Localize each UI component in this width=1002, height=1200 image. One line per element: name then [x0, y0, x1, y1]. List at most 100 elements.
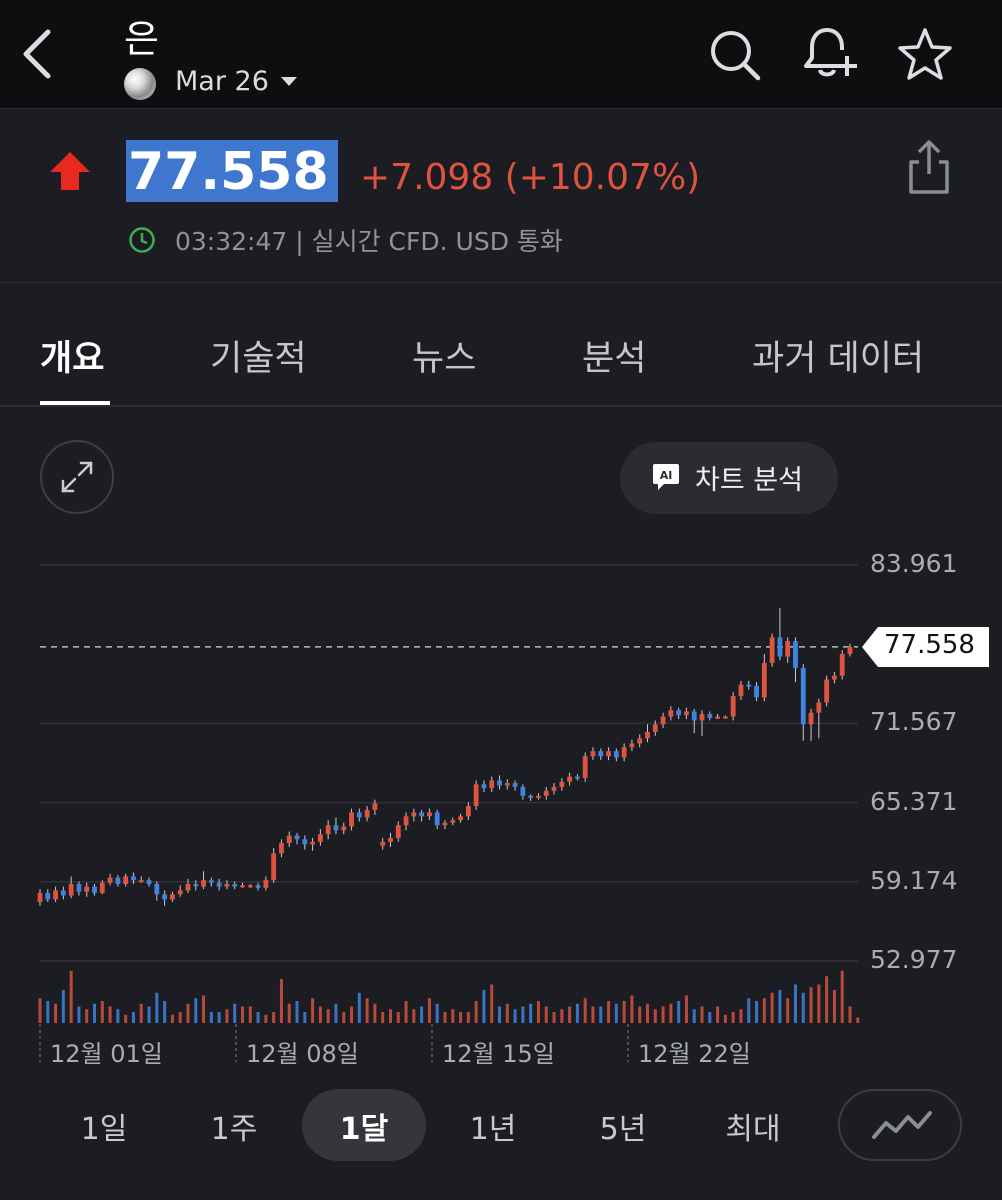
candle-body — [699, 714, 705, 721]
star-icon[interactable] — [896, 26, 954, 84]
volume-bar — [131, 1012, 135, 1023]
range-1m-button[interactable]: 1달 — [339, 1112, 389, 1147]
last-price[interactable]: 77.558 — [128, 142, 329, 202]
volume-bar — [630, 995, 634, 1023]
volume-bar — [194, 998, 198, 1023]
tab-historical-data[interactable]: 과거 데이터 — [752, 339, 925, 379]
volume-bar — [373, 1003, 377, 1023]
candle-body — [574, 776, 580, 779]
candle-body — [543, 790, 549, 796]
expand-icon — [61, 461, 93, 493]
candle-body — [138, 880, 144, 883]
volume-bar — [747, 998, 751, 1023]
candle-body — [37, 892, 43, 902]
candle-body — [341, 826, 347, 831]
candle-body — [247, 885, 253, 888]
volume-bar — [451, 1009, 455, 1023]
candle-body — [333, 825, 339, 831]
volume-bar — [241, 1006, 244, 1023]
candle-body — [660, 716, 666, 725]
candle-body — [208, 880, 214, 883]
candle-body — [668, 710, 674, 717]
candle-body — [761, 662, 767, 698]
volume-bar — [412, 1009, 416, 1023]
share-icon[interactable] — [904, 138, 954, 196]
candle-body — [84, 886, 90, 892]
candle-body — [216, 882, 222, 887]
volume-bar — [209, 1012, 213, 1023]
volume-bar — [77, 1006, 81, 1023]
volume-bar — [536, 1001, 540, 1023]
range-1w-button[interactable]: 1주 — [210, 1112, 258, 1147]
volume-bar — [100, 1001, 104, 1023]
tab-overview[interactable]: 개요 — [40, 339, 105, 379]
chevron-down-icon[interactable] — [281, 77, 297, 86]
volume-bar — [420, 1006, 424, 1023]
candle-body — [465, 806, 471, 817]
x-axis-label: 12월 22일 — [638, 1040, 751, 1068]
candle-body — [427, 812, 432, 817]
candle-body — [800, 668, 806, 725]
candle-body — [754, 685, 759, 698]
candle-body — [722, 716, 728, 719]
volume-bar — [365, 998, 369, 1023]
search-icon[interactable] — [708, 28, 762, 82]
candle-body — [707, 714, 713, 718]
clock-icon — [128, 226, 156, 254]
expand-chart-button[interactable] — [40, 440, 114, 514]
volume-bar — [770, 992, 774, 1023]
volume-bar — [357, 992, 361, 1023]
volume-bar — [295, 1001, 299, 1023]
bell-plus-icon[interactable] — [800, 24, 860, 84]
range-1y-button[interactable]: 1년 — [469, 1112, 517, 1147]
quote-time-info: 03:32:47 | 실시간 CFD. USD 통화 — [175, 227, 563, 256]
candle-body — [232, 884, 238, 887]
volume-bar — [202, 995, 206, 1023]
range-max-button[interactable]: 최대 — [725, 1112, 781, 1147]
candle-body — [738, 684, 744, 697]
x-axis-label: 12월 15일 — [442, 1040, 555, 1068]
candle-body — [567, 776, 573, 782]
candle-body — [255, 885, 261, 888]
volume-bar — [583, 998, 587, 1023]
volume-bar — [38, 998, 42, 1023]
volume-bar — [490, 984, 494, 1023]
tab-analysis[interactable]: 분석 — [582, 339, 647, 379]
chart-type-toggle[interactable] — [838, 1089, 962, 1161]
y-axis-label: 59.174 — [870, 865, 958, 895]
volume-bar — [817, 984, 821, 1023]
price-chart[interactable] — [0, 540, 1002, 1070]
candle-body — [691, 711, 697, 721]
candle-body — [598, 751, 604, 757]
x-axis-label: 12월 08일 — [246, 1040, 359, 1068]
back-icon[interactable] — [18, 28, 62, 80]
volume-bar — [435, 1003, 439, 1023]
arrow-up-icon — [48, 150, 92, 194]
volume-bar — [552, 1012, 556, 1023]
candle-body — [684, 711, 689, 716]
tab-news[interactable]: 뉴스 — [412, 339, 477, 379]
active-tab-indicator — [40, 401, 110, 405]
volume-bar — [93, 1003, 97, 1023]
candle-body — [76, 884, 82, 892]
tab-technical[interactable]: 기술적 — [210, 339, 307, 379]
candle-body — [450, 820, 456, 823]
candle-body — [839, 653, 845, 676]
candle-body — [131, 876, 136, 881]
candle-body — [60, 890, 66, 896]
candle-body — [606, 751, 611, 757]
candle-body — [395, 825, 401, 839]
range-5y-button[interactable]: 5년 — [599, 1112, 647, 1147]
candle-body — [832, 675, 837, 680]
candle-body — [349, 812, 354, 827]
volume-bar — [46, 1001, 50, 1023]
contract-month-selector[interactable]: Mar 26 — [175, 66, 269, 97]
candle-body — [154, 884, 160, 895]
volume-bar — [544, 1006, 548, 1023]
volume-bar — [279, 979, 283, 1023]
y-axis-label: 83.961 — [870, 549, 958, 578]
volume-bar — [326, 1009, 330, 1023]
volume-bar — [427, 998, 431, 1023]
range-1d-button[interactable]: 1일 — [80, 1112, 128, 1147]
volume-bar — [318, 1006, 322, 1023]
